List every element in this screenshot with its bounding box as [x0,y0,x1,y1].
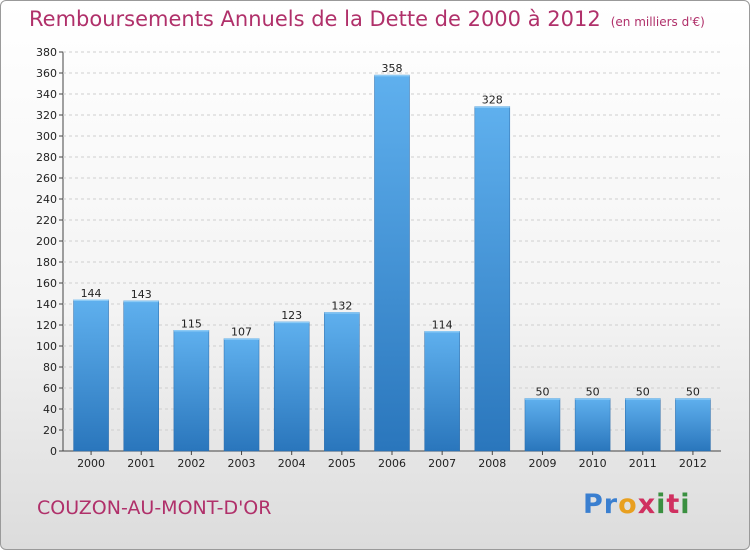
bar[interactable] [675,398,711,452]
bar[interactable] [123,300,159,452]
y-tick-label: 140 [36,298,57,311]
grid-lines [62,51,721,452]
y-tick-label: 240 [36,193,57,206]
bar[interactable] [273,321,310,452]
proxiti-logo[interactable]: Proxiti [583,489,691,520]
data-label: 328 [482,94,503,107]
logo-letter: P [583,489,604,520]
data-label: 107 [231,326,252,339]
logo-letter: i [656,489,667,520]
y-tick-label: 160 [36,277,57,290]
y-tick-label: 320 [36,109,57,122]
x-tick-label: 2012 [679,457,707,470]
chart-title: Remboursements Annuels de la Dette de 20… [29,7,705,31]
y-tick-label: 20 [43,424,57,437]
x-tick-label: 2004 [278,457,306,470]
x-tick-label: 2000 [77,457,105,470]
x-tick-label: 2008 [478,457,506,470]
bar[interactable] [324,312,360,452]
logo-letter: x [637,489,657,520]
data-label: 50 [535,386,549,399]
x-tick-label: 2006 [378,457,406,470]
y-tick-label: 340 [36,88,57,101]
data-label: 144 [81,287,102,300]
bar[interactable] [524,398,561,452]
y-tick-label: 0 [50,445,57,458]
x-tick-label: 2001 [127,457,155,470]
bar[interactable] [474,106,511,452]
x-tick-label: 2007 [428,457,456,470]
bar[interactable] [223,338,260,452]
data-label: 123 [281,309,302,322]
bar[interactable] [374,74,410,452]
y-tick-label: 280 [36,151,57,164]
y-tick-label: 200 [36,235,57,248]
y-tick-label: 40 [43,403,57,416]
x-tick-label: 2011 [629,457,657,470]
bar[interactable] [173,330,210,452]
data-label: 50 [586,386,600,399]
data-label: 50 [686,386,700,399]
data-label: 115 [181,317,202,330]
city-name: COUZON-AU-MONT-D'OR [37,497,272,519]
bar[interactable] [625,398,661,452]
x-tick-label: 2009 [528,457,556,470]
logo-letter: t [666,489,681,520]
chart-title-text: Remboursements Annuels de la Dette de 20… [29,7,601,31]
x-tick-label: 2005 [328,457,356,470]
logo-letter: o [618,489,638,520]
y-tick-label: 380 [36,46,57,59]
data-label: 132 [331,299,352,312]
y-tick-label: 300 [36,130,57,143]
logo-letter: i [680,489,691,520]
data-label: 143 [131,288,152,301]
data-label: 358 [382,62,403,75]
y-tick-label: 180 [36,256,57,269]
x-tick-label: 2010 [579,457,607,470]
y-tick-label: 220 [36,214,57,227]
data-label: 114 [432,318,453,331]
y-tick-label: 60 [43,382,57,395]
y-tick-label: 260 [36,172,57,185]
y-tick-label: 80 [43,361,57,374]
y-axis: 0 20 40 60 80 100 120 140 160 180 200 220 240 260 280 3… [36,46,63,458]
bar[interactable] [73,299,109,452]
chart-subtitle: (en milliers d'€) [610,15,705,29]
bars: 144 143 115 107 123 132 358 114 328 50 50 50 50 [73,62,711,452]
x-tick-label: 2003 [228,457,256,470]
y-tick-label: 360 [36,67,57,80]
data-label: 50 [636,386,650,399]
x-axis: 2000 2001 2002 2003 2004 2005 2006 2007 2008 2009… [77,451,707,470]
bar[interactable] [574,398,611,452]
logo-letter: r [603,489,619,520]
bar[interactable] [424,331,460,452]
x-tick-label: 2002 [177,457,205,470]
y-tick-label: 120 [36,319,57,332]
y-tick-label: 100 [36,340,57,353]
